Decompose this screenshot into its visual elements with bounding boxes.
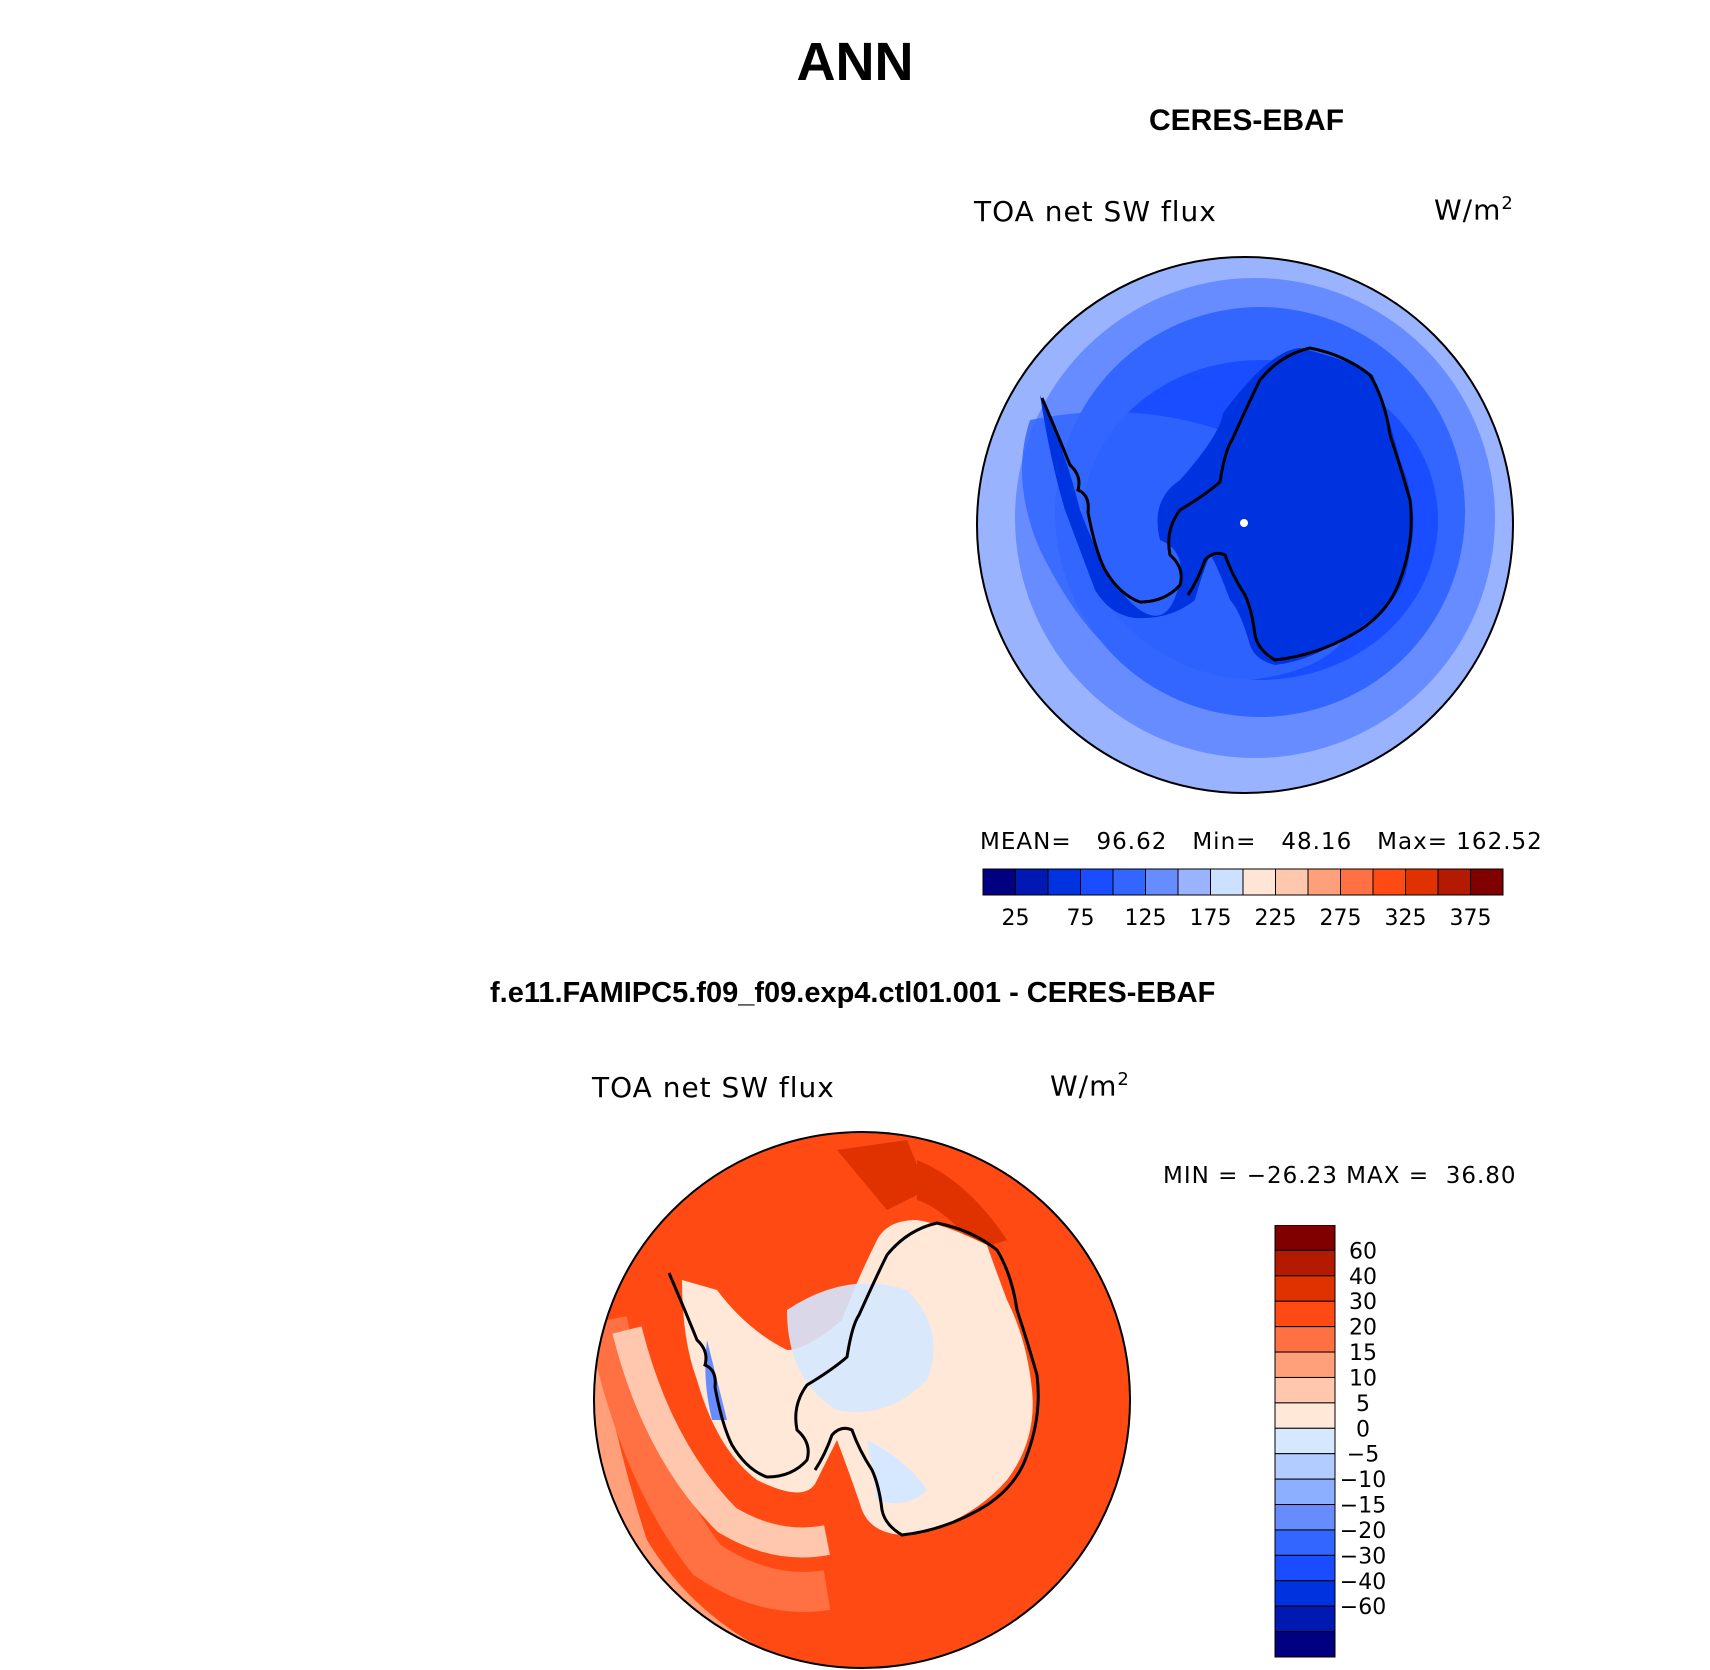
bottom-panel-variable: TOA net SW flux xyxy=(592,1071,835,1104)
bottom-colorbar-swatch xyxy=(1274,1605,1336,1633)
bottom-colorbar-tick-label: 0 xyxy=(1356,1417,1370,1442)
top-colorbar-tick-label: 75 xyxy=(1067,906,1095,931)
bottom-colorbar-tick-label: −5 xyxy=(1347,1443,1379,1468)
top-colorbar-swatch xyxy=(982,868,1016,896)
bottom-colorbar-swatch xyxy=(1274,1427,1336,1455)
bottom-colorbar-tick-label: 20 xyxy=(1349,1316,1377,1341)
bottom-colorbar-swatch xyxy=(1274,1275,1336,1302)
top-colorbar-swatch xyxy=(1015,868,1049,896)
bottom-colorbar-tick-label: 10 xyxy=(1349,1366,1377,1391)
top-panel-variable: TOA net SW flux xyxy=(974,195,1217,228)
top-colorbar-tick-label: 375 xyxy=(1450,906,1492,931)
top-map-coastline xyxy=(1040,346,1413,662)
bottom-colorbar-swatch xyxy=(1274,1453,1336,1480)
top-colorbar-tick-label: 125 xyxy=(1125,906,1167,931)
bottom-panel-title: f.e11.FAMIPC5.f09_f09.exp4.ctl01.001 - C… xyxy=(490,977,1216,1009)
bottom-map-hotspot-n xyxy=(837,1140,927,1210)
bottom-colorbar-tick-label: 40 xyxy=(1349,1265,1377,1290)
top-map-pole-marker xyxy=(1240,519,1248,527)
top-polar-map xyxy=(976,256,1514,794)
top-colorbar-tick-label: 325 xyxy=(1385,906,1427,931)
top-colorbar-swatch xyxy=(1047,868,1081,896)
bottom-map-hotspot-ne xyxy=(917,1160,1007,1250)
bottom-colorbar-tick-label: −10 xyxy=(1340,1468,1386,1493)
figure-title: ANN xyxy=(796,32,914,92)
bottom-colorbar-tick-label: −40 xyxy=(1340,1570,1386,1595)
bottom-map-negative-patch-1 xyxy=(787,1283,934,1412)
bottom-colorbar-swatch xyxy=(1274,1504,1336,1531)
bottom-colorbar-swatch xyxy=(1274,1300,1336,1328)
bottom-colorbar-tick-label: 5 xyxy=(1356,1392,1370,1417)
top-colorbar-swatch xyxy=(1437,868,1471,896)
top-colorbar-swatch xyxy=(1470,868,1504,896)
bottom-map-band-2 xyxy=(612,1326,830,1558)
bottom-colorbar-swatch xyxy=(1274,1326,1336,1353)
bottom-colorbar-swatch xyxy=(1274,1631,1336,1658)
bottom-map-negative-patch-2 xyxy=(867,1440,927,1504)
top-colorbar-tick-label: 25 xyxy=(1002,906,1030,931)
bottom-panel-units: W/m2 xyxy=(1050,1069,1130,1103)
top-colorbar-tick-label: 175 xyxy=(1190,906,1232,931)
top-panel-stats: MEAN= 96.62 Min= 48.16 Max= 162.52 xyxy=(980,829,1543,855)
top-colorbar-swatch xyxy=(1080,868,1114,896)
bottom-map-band-1 xyxy=(594,1316,831,1612)
bottom-colorbar-tick-label: −20 xyxy=(1340,1519,1386,1544)
top-colorbar: 25 75 125 175 225 275 325 375 xyxy=(982,868,1504,931)
bottom-colorbar-swatch xyxy=(1274,1249,1336,1277)
bottom-colorbar-tick-label: 15 xyxy=(1349,1341,1377,1366)
top-colorbar-swatch xyxy=(1145,868,1179,896)
bottom-colorbar-tick-label: 30 xyxy=(1349,1290,1377,1315)
bottom-map-coastline xyxy=(667,1221,1040,1537)
top-colorbar-swatch xyxy=(1372,868,1406,896)
bottom-colorbar-swatch xyxy=(1274,1402,1336,1429)
bottom-colorbar-tick-label: −15 xyxy=(1340,1494,1386,1519)
top-colorbar-swatch xyxy=(1340,868,1374,896)
top-panel-units: W/m2 xyxy=(1434,193,1514,227)
top-colorbar-tick-label: 275 xyxy=(1320,906,1362,931)
bottom-polar-map xyxy=(593,1131,1131,1669)
top-colorbar-swatch xyxy=(1307,868,1341,896)
bottom-colorbar-swatch xyxy=(1274,1351,1336,1378)
bottom-colorbar-tick-label: −30 xyxy=(1340,1544,1386,1569)
top-colorbar-swatch xyxy=(1242,868,1276,896)
top-colorbar-swatch xyxy=(1405,868,1439,896)
bottom-colorbar-tick-label: −60 xyxy=(1340,1595,1386,1620)
bottom-colorbar-swatch xyxy=(1274,1529,1336,1556)
bottom-colorbar-swatch xyxy=(1274,1376,1336,1404)
top-map-antarctica-fill xyxy=(1040,348,1414,665)
top-colorbar-swatch xyxy=(1177,868,1211,896)
bottom-colorbar-swatch xyxy=(1274,1554,1336,1582)
bottom-panel-stats: MIN = −26.23 MAX = 36.80 xyxy=(1163,1163,1517,1189)
top-map-border xyxy=(976,256,1514,794)
bottom-colorbar-swatch xyxy=(1274,1478,1336,1506)
bottom-colorbar-swatch xyxy=(1274,1225,1336,1251)
top-panel-title: CERES-EBAF xyxy=(1149,104,1345,137)
bottom-colorbar-swatch xyxy=(1274,1580,1336,1607)
top-colorbar-swatch xyxy=(1112,868,1146,896)
top-colorbar-tick-label: 225 xyxy=(1255,906,1297,931)
bottom-colorbar-tick-label: 60 xyxy=(1349,1239,1377,1264)
top-colorbar-swatch xyxy=(1210,868,1244,896)
top-colorbar-swatch xyxy=(1275,868,1309,896)
